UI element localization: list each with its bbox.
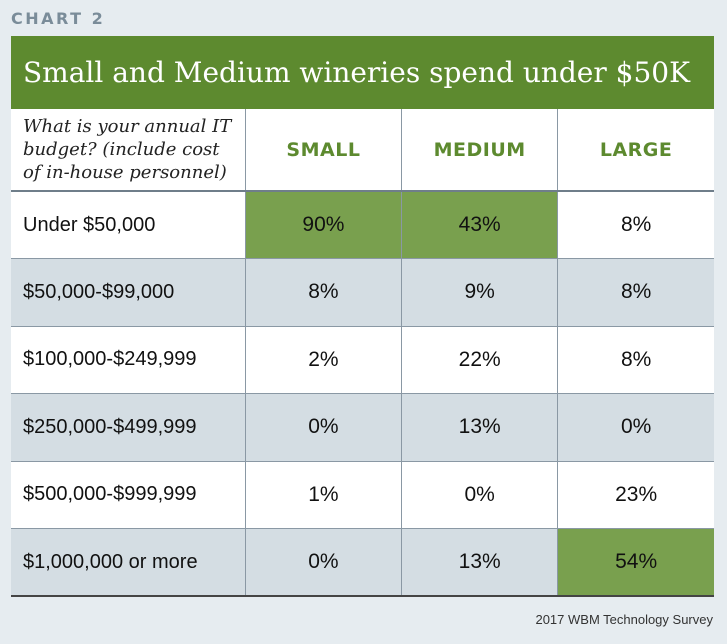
table-row: $100,000-$249,999 2% 22% 8% [11, 326, 714, 394]
cell-medium: 43% [401, 191, 559, 259]
cell-medium: 0% [401, 461, 559, 529]
row-label: $1,000,000 or more [11, 528, 246, 597]
source-note: 2017 WBM Technology Survey [535, 612, 713, 627]
cell-small: 1% [245, 461, 403, 529]
cell-small: 0% [245, 393, 403, 462]
column-header-small: SMALL [245, 109, 403, 192]
cell-small: 8% [245, 258, 403, 327]
chart-table-frame: Small and Medium wineries spend under $5… [11, 36, 714, 597]
row-label: $250,000-$499,999 [11, 393, 246, 462]
chart-label: CHART 2 [11, 9, 106, 28]
budget-table: What is your annual IT budget? (include … [11, 109, 714, 597]
cell-small: 90% [245, 191, 403, 259]
table-row: $50,000-$99,000 8% 9% 8% [11, 258, 714, 327]
question-line: budget? (include cost [23, 139, 220, 160]
row-label: $50,000-$99,000 [11, 258, 246, 327]
cell-medium: 22% [401, 326, 559, 394]
column-header-medium: MEDIUM [401, 109, 559, 192]
cell-medium: 13% [401, 528, 559, 597]
row-label: $500,000-$999,999 [11, 461, 246, 529]
question-header: What is your annual IT budget? (include … [11, 109, 246, 192]
cell-large: 23% [557, 461, 714, 529]
table-row: Under $50,000 90% 43% 8% [11, 191, 714, 259]
row-label: $100,000-$249,999 [11, 326, 246, 394]
cell-small: 2% [245, 326, 403, 394]
header-row: What is your annual IT budget? (include … [11, 109, 714, 192]
cell-large: 0% [557, 393, 714, 462]
cell-medium: 9% [401, 258, 559, 327]
question-line: What is your annual IT [23, 116, 232, 137]
cell-medium: 13% [401, 393, 559, 462]
cell-small: 0% [245, 528, 403, 597]
table-row: $500,000-$999,999 1% 0% 23% [11, 461, 714, 529]
question-line: of in-house personnel) [23, 162, 227, 183]
row-label: Under $50,000 [11, 191, 246, 259]
cell-large: 8% [557, 326, 714, 394]
table-row: $250,000-$499,999 0% 13% 0% [11, 393, 714, 462]
table-row: $1,000,000 or more 0% 13% 54% [11, 528, 714, 597]
table-body: Under $50,000 90% 43% 8% $50,000-$99,000 8% 9%… [11, 191, 714, 597]
chart-title: Small and Medium wineries spend under $5… [11, 36, 714, 109]
cell-large: 54% [557, 528, 714, 597]
cell-large: 8% [557, 191, 714, 259]
column-header-large: LARGE [557, 109, 714, 192]
cell-large: 8% [557, 258, 714, 327]
